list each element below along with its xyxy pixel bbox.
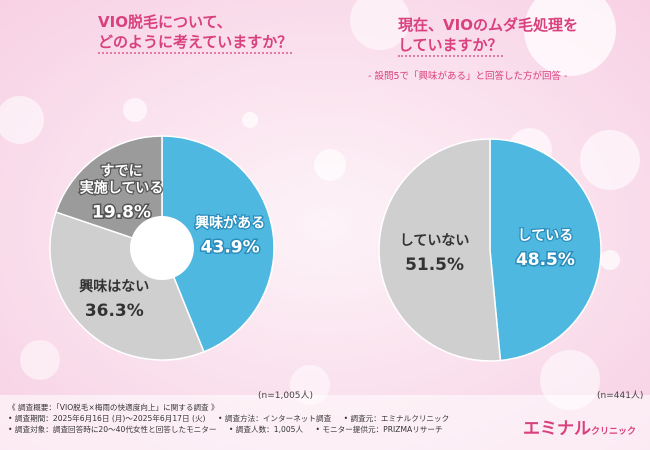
- chart2-slice-1-value: 51.5%: [405, 255, 464, 275]
- chart1-donut-hole: [130, 216, 194, 280]
- chart1-slice-2: [54, 135, 163, 250]
- survey-period: • 調査期間：2025年6月16日 (月)～2025年6月17日 (火): [8, 414, 206, 423]
- chart2-slice-1: [378, 138, 502, 362]
- chart1-title-line1: VIO脱毛について、: [98, 13, 232, 31]
- chart2-slice-0: [489, 138, 602, 362]
- chart2-title-line1: 現在、VIOのムダ毛処理を: [398, 16, 578, 34]
- chart1-slice-1: [49, 211, 205, 361]
- chart1-slice-0-label-0: 興味がある: [195, 214, 265, 231]
- survey-provider: • モニター提供元：PRIZMAリサーチ: [315, 425, 443, 434]
- chart1-title-line2: どのように考えていますか？: [98, 32, 293, 54]
- logo-main: エミナル: [522, 419, 591, 439]
- chart1-slice-2-label-0: すでに: [100, 164, 142, 180]
- chart2-slice-0-label-0: している: [518, 228, 574, 244]
- survey-title: 《 調査概要：「VIO脱毛×梅雨の快適度向上」に関する調査 》: [8, 403, 219, 412]
- chart1-sample-size: (n=1,005人): [258, 391, 314, 401]
- chart2-slice-0-value: 48.5%: [516, 250, 575, 270]
- chart1-slice-0: [161, 135, 275, 353]
- chart2-sample-size: (n=441人): [597, 391, 644, 401]
- chart2-note: - 設問5で「興味がある」と回答した方が回答 -: [368, 71, 568, 82]
- survey-target: • 調査対象：調査回答時に20～40代女性と回答したモニター: [8, 425, 217, 434]
- survey-source: • 調査元：エミナルクリニック: [343, 414, 450, 423]
- survey-row-2: • 調査対象：調査回答時に20～40代女性と回答したモニター • 調査人数：1,…: [8, 424, 459, 435]
- chart1-slice-2-value: 19.8%: [92, 203, 151, 223]
- chart2-slice-1-label-0: していない: [400, 233, 470, 249]
- survey-count: • 調査人数：1,005人: [228, 425, 304, 434]
- chart1-slice-1-value: 36.3%: [85, 301, 144, 321]
- chart1-slice-1-label-0: 興味はない: [79, 279, 149, 295]
- chart2-title-line2: していますか？: [398, 35, 503, 57]
- survey-summary: 《 調査概要：「VIO脱毛×梅雨の快適度向上」に関する調査 》 • 調査期間：2…: [8, 402, 459, 435]
- survey-method: • 調査方法：インターネット調査: [217, 414, 332, 423]
- survey-row-1: • 調査期間：2025年6月16日 (月)～2025年6月17日 (火) • 調…: [8, 413, 459, 424]
- logo-sub: クリニック: [590, 427, 636, 437]
- chart2-title: 現在、VIOのムダ毛処理を していますか？: [398, 15, 578, 57]
- chart1-title: VIO脱毛について、 どのように考えていますか？: [98, 12, 293, 54]
- chart1-slice-2-label-1: 実施している: [80, 180, 164, 197]
- eminal-clinic-logo: エミナルクリニック: [523, 414, 636, 439]
- chart1-slice-0-value: 43.9%: [201, 237, 260, 257]
